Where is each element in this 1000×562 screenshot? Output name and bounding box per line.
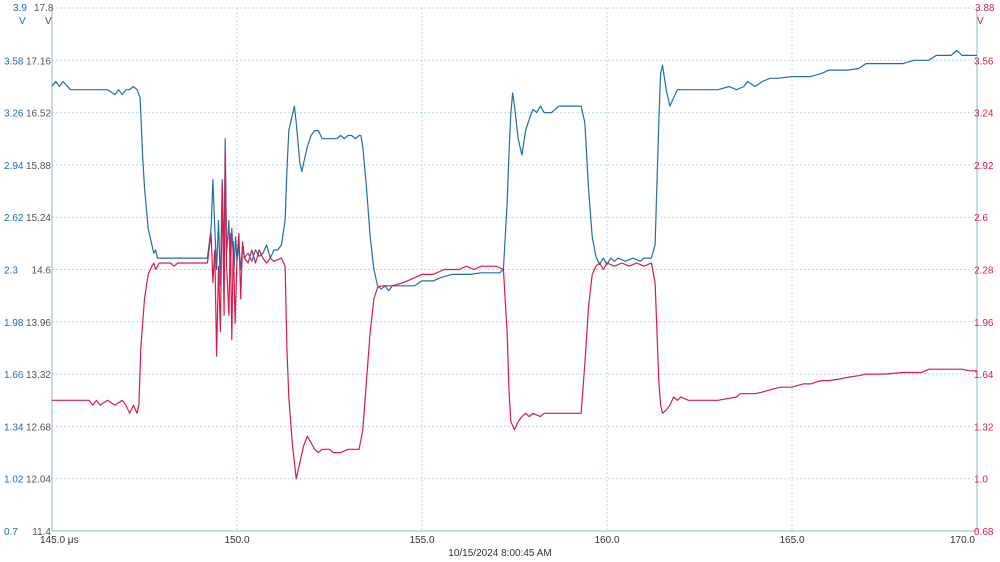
red-axis-top-label: 3.88	[975, 3, 995, 14]
x-tick-label: 170.0	[950, 535, 975, 546]
blue-axis-tick-label: 2.3	[4, 266, 18, 277]
red-axis-tick-label: 2.92	[974, 161, 994, 172]
gray-axis-tick-label: 12.68	[26, 422, 51, 433]
gray-axis-tick-label: 17.16	[26, 56, 51, 67]
blue-axis-unit: V	[19, 16, 26, 27]
x-tick-label: 150.0	[224, 535, 249, 546]
timestamp-label: 10/15/2024 8:00:45 AM	[448, 548, 551, 559]
blue-axis-tick-label: 2.62	[4, 213, 24, 224]
x-tick-label: 160.0	[594, 535, 619, 546]
red-axis-unit: V	[977, 16, 984, 27]
gray-axis-tick-label: 15.88	[26, 161, 51, 172]
gray-axis-tick-label: 14.6	[32, 266, 52, 277]
traces	[51, 49, 977, 480]
red-axis-tick-label: 3.56	[974, 56, 994, 67]
gray-axis-tick-label: 16.52	[26, 109, 51, 120]
blue-axis-tick-label: 3.26	[4, 109, 24, 120]
red-axis-tick-label: 1.96	[974, 318, 994, 329]
blue-axis-tick-label: 0.7	[4, 527, 18, 538]
blue-axis-tick-label: 2.94	[4, 161, 24, 172]
tick-labels: 3.9 V 17.8 V 3.88 V 3.58 17.16 3.56 3.26 16.52 3.24…	[4, 3, 995, 546]
blue-axis-tick-label: 1.02	[4, 475, 24, 486]
gray-axis-tick-label: 13.32	[26, 370, 51, 381]
x-tick-label: 145.0 μs	[40, 535, 79, 546]
axes	[51, 8, 978, 532]
red-axis-tick-label: 3.24	[974, 109, 994, 120]
blue-axis-tick-label: 1.34	[4, 422, 24, 433]
red-axis-tick-label: 2.6	[974, 213, 988, 224]
red-axis-tick-label: 0.68	[974, 527, 994, 538]
gray-axis-tick-label: 13.96	[26, 318, 51, 329]
grid	[51, 7, 978, 532]
blue-trace-line	[51, 49, 977, 292]
gray-axis-top-label: 17.8	[34, 3, 54, 14]
gray-axis-unit: V	[45, 16, 52, 27]
gray-axis-tick-label: 12.04	[26, 475, 51, 486]
blue-axis-tick-label: 1.98	[4, 318, 24, 329]
red-axis-tick-label: 2.28	[974, 266, 994, 277]
red-trace-line	[52, 151, 977, 480]
red-axis-tick-label: 1.32	[974, 422, 994, 433]
x-tick-label: 155.0	[409, 535, 434, 546]
gray-axis-tick-label: 11.4	[32, 527, 51, 538]
red-axis-tick-label: 1.64	[974, 370, 994, 381]
blue-axis-tick-label: 3.58	[4, 56, 24, 67]
gray-axis-tick-label: 15.24	[26, 213, 51, 224]
red-axis-tick-label: 1.0	[974, 475, 988, 486]
blue-axis-tick-label: 1.66	[4, 370, 24, 381]
blue-axis-top-label: 3.9	[13, 3, 27, 14]
x-tick-label: 165.0	[779, 535, 804, 546]
